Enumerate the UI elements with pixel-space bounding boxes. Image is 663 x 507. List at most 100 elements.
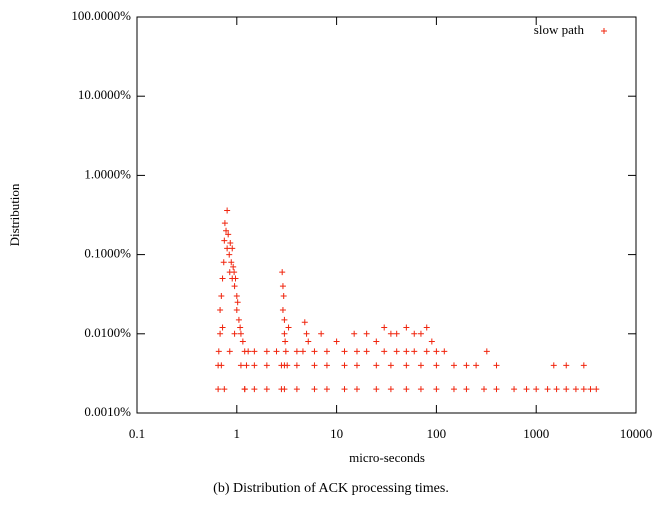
y-tick-label: 10.0000% [78, 87, 131, 102]
x-tick-label: 100 [427, 426, 447, 441]
y-tick-label: 100.0000% [71, 8, 131, 23]
point [215, 348, 222, 355]
point [463, 386, 470, 393]
point [423, 348, 430, 355]
point [285, 324, 292, 331]
point [263, 362, 270, 369]
point [417, 362, 424, 369]
point [311, 362, 318, 369]
point [323, 348, 330, 355]
point [281, 330, 288, 337]
point [234, 299, 241, 306]
point [228, 259, 235, 266]
point [251, 348, 258, 355]
point [587, 386, 594, 393]
point [251, 362, 258, 369]
point [493, 362, 500, 369]
legend-marker [601, 28, 607, 34]
point [263, 386, 270, 393]
point [473, 362, 480, 369]
point [373, 338, 380, 345]
point [387, 386, 394, 393]
point [411, 348, 418, 355]
point [219, 324, 226, 331]
point [580, 362, 587, 369]
point [281, 362, 288, 369]
point [218, 293, 225, 300]
point [550, 362, 557, 369]
point [393, 348, 400, 355]
point [523, 386, 530, 393]
point [351, 330, 358, 337]
point [225, 231, 232, 238]
point [511, 386, 518, 393]
point [221, 220, 228, 227]
point [433, 362, 440, 369]
point [237, 330, 244, 337]
point [353, 348, 360, 355]
point [233, 293, 240, 300]
y-tick-label: 0.0010% [84, 404, 131, 419]
point [237, 324, 244, 331]
point [483, 348, 490, 355]
point [373, 386, 380, 393]
point [233, 306, 240, 313]
point [572, 386, 579, 393]
point [293, 348, 300, 355]
point [299, 348, 306, 355]
point [239, 338, 246, 345]
point [580, 386, 587, 393]
point [217, 330, 224, 337]
point [593, 386, 600, 393]
point [353, 386, 360, 393]
point [403, 348, 410, 355]
point [282, 348, 289, 355]
point [403, 324, 410, 331]
point [450, 386, 457, 393]
point [373, 362, 380, 369]
point [341, 348, 348, 355]
point [219, 275, 226, 282]
point [231, 283, 238, 290]
point [220, 259, 227, 266]
point [279, 306, 286, 313]
point [263, 348, 270, 355]
point [280, 293, 287, 300]
x-tick-label: 1 [234, 426, 241, 441]
point [533, 386, 540, 393]
point [381, 348, 388, 355]
point [433, 348, 440, 355]
point [293, 386, 300, 393]
point [224, 207, 231, 214]
point [301, 319, 308, 326]
point [311, 348, 318, 355]
point [441, 348, 448, 355]
point [293, 362, 300, 369]
point [363, 348, 370, 355]
point [393, 330, 400, 337]
point [318, 330, 325, 337]
point [251, 386, 258, 393]
point [305, 338, 312, 345]
point [237, 362, 244, 369]
point [387, 362, 394, 369]
point [381, 324, 388, 331]
point [417, 386, 424, 393]
point [463, 362, 470, 369]
point [341, 362, 348, 369]
point [226, 251, 233, 258]
point [403, 386, 410, 393]
point [221, 237, 228, 244]
y-tick-label: 0.0100% [84, 325, 131, 340]
x-tick-label: 0.1 [129, 426, 145, 441]
x-tick-label: 10000 [620, 426, 653, 441]
x-tick-label: 10 [330, 426, 343, 441]
x-tick-label: 1000 [523, 426, 549, 441]
point [235, 316, 242, 323]
plot-frame [136, 16, 637, 414]
point [493, 386, 500, 393]
point [282, 338, 289, 345]
point [563, 362, 570, 369]
